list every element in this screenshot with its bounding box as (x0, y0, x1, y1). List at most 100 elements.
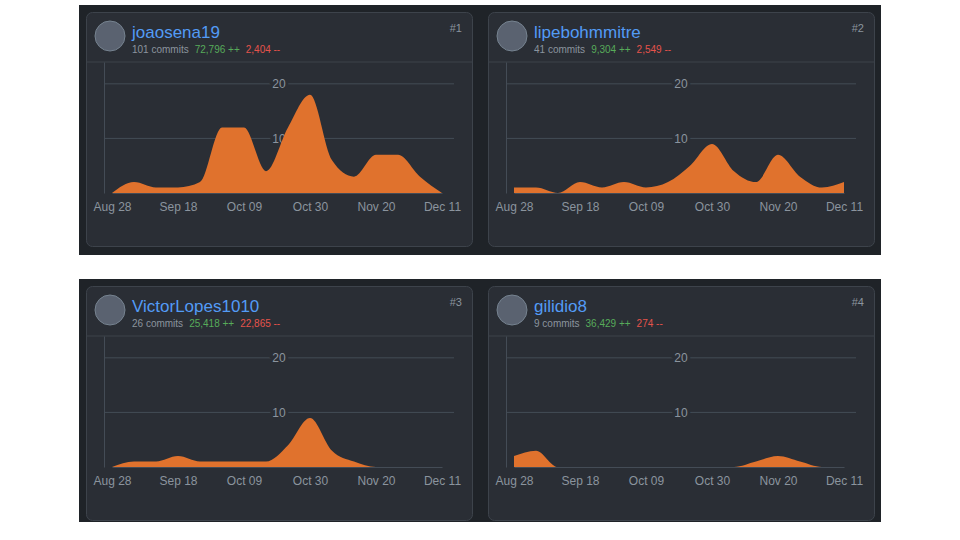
x-tick-label: Sep 18 (561, 474, 599, 488)
x-tick-label: Dec 11 (826, 200, 863, 214)
x-tick-label: Oct 09 (629, 200, 665, 214)
x-tick-label: Oct 30 (695, 474, 731, 488)
deletions: 2,404 -- (246, 44, 280, 55)
x-tick: Oct 30 (293, 193, 329, 214)
x-axis-line (515, 193, 845, 194)
x-tick: Oct 30 (293, 467, 329, 488)
y-tick-label: 20 (272, 351, 286, 365)
x-tick: Aug 28 (93, 467, 131, 488)
x-tick: Oct 09 (227, 193, 263, 214)
x-axis: Aug 28 Sep 18 Oct 09 Oct 30 Nov 20 Dec 11 (495, 193, 863, 214)
x-tick: Sep 18 (159, 467, 197, 488)
panel-frame (87, 287, 473, 521)
panel-frame (489, 287, 875, 521)
row-background (79, 279, 881, 522)
x-tick: Dec 11 (424, 193, 461, 214)
plot-area (112, 95, 442, 193)
header-divider (87, 62, 473, 63)
contributor-panel: lipebohmmitre 41 commits 9,304 ++ 2,549 -- #… (489, 13, 875, 247)
username: lipebohmmitre (534, 23, 641, 42)
additions: 36,429 ++ (586, 318, 631, 329)
rank: #1 (450, 22, 462, 34)
avatar (95, 295, 125, 325)
x-tick: Sep 18 (159, 193, 197, 214)
deletions: 2,549 -- (637, 44, 671, 55)
x-tick-label: Aug 28 (495, 200, 533, 214)
commit-area (514, 144, 844, 193)
x-tick-label: Oct 30 (293, 200, 329, 214)
x-tick: Oct 30 (695, 193, 731, 214)
x-tick-label: Sep 18 (159, 474, 197, 488)
x-tick-label: Oct 09 (227, 200, 263, 214)
x-tick: Nov 20 (357, 193, 395, 214)
x-tick: Oct 09 (227, 467, 263, 488)
y-tick-label: 10 (674, 406, 688, 420)
rank: #2 (852, 22, 864, 34)
contributor-panel: joaosena19 101 commits 72,796 ++ 2,404 -- #1… (87, 13, 473, 247)
y-axis-line (104, 63, 105, 194)
x-axis-line (113, 193, 443, 194)
x-tick: Oct 30 (695, 467, 731, 488)
x-tick: Oct 09 (629, 467, 665, 488)
row-background (79, 5, 881, 255)
commit-count: 41 commits (534, 44, 585, 55)
username: joaosena19 (131, 23, 220, 42)
commit-area (514, 451, 844, 467)
plot-area (514, 144, 844, 193)
avatar (95, 21, 125, 51)
x-tick: Aug 28 (93, 193, 131, 214)
x-tick: Dec 11 (424, 467, 461, 488)
y-axis (104, 337, 105, 468)
x-tick: Aug 28 (495, 193, 533, 214)
x-tick: Dec 11 (826, 193, 863, 214)
x-tick: Aug 28 (495, 467, 533, 488)
x-tick: Sep 18 (561, 193, 599, 214)
y-tick-label: 10 (674, 132, 688, 146)
rank: #4 (852, 296, 864, 308)
avatar (497, 295, 527, 325)
x-tick-label: Aug 28 (93, 474, 131, 488)
header-divider (87, 336, 473, 337)
deletions: 22,865 -- (240, 318, 280, 329)
x-tick: Oct 09 (629, 193, 665, 214)
contributor-panel: gilidio89 commits36,429 ++274 --#41020Au… (489, 287, 875, 521)
x-axis: Aug 28Sep 18Oct 09Oct 30Nov 20Dec 11 (495, 467, 863, 488)
x-tick-label: Nov 20 (759, 474, 797, 488)
chart-canvas: joaosena19 101 commits 72,796 ++ 2,404 -- #1… (0, 0, 960, 540)
additions: 25,418 ++ (189, 318, 234, 329)
x-tick: Nov 20 (357, 467, 395, 488)
x-tick-label: Nov 20 (759, 200, 797, 214)
x-tick-label: Nov 20 (357, 200, 395, 214)
y-axis-line (506, 337, 507, 468)
additions: 9,304 ++ (591, 44, 631, 55)
x-tick-label: Aug 28 (495, 474, 533, 488)
panel-frame (87, 13, 473, 247)
avatar (497, 21, 527, 51)
rank: #3 (450, 296, 462, 308)
commit-area (112, 95, 442, 193)
additions: 72,796 ++ (195, 44, 240, 55)
x-tick-label: Sep 18 (159, 200, 197, 214)
plot-area (112, 418, 442, 467)
x-tick: Nov 20 (759, 467, 797, 488)
x-axis-line (515, 467, 845, 468)
y-axis (506, 63, 507, 194)
header-divider (489, 62, 875, 63)
x-tick: Sep 18 (561, 467, 599, 488)
header-divider (489, 336, 875, 337)
y-axis (104, 63, 105, 194)
x-tick-label: Nov 20 (357, 474, 395, 488)
username: gilidio8 (534, 297, 587, 316)
y-axis-line (506, 63, 507, 194)
deletions: 274 -- (637, 318, 663, 329)
commit-count: 101 commits (132, 44, 189, 55)
username: VictorLopes1010 (132, 297, 259, 316)
x-tick-label: Oct 09 (629, 474, 665, 488)
x-tick-label: Oct 30 (293, 474, 329, 488)
y-tick-label: 20 (674, 351, 688, 365)
commit-count: 26 commits (132, 318, 183, 329)
x-axis: Aug 28 Sep 18 Oct 09 Oct 30 Nov 20 Dec 11 (93, 467, 461, 488)
y-axis (506, 337, 507, 468)
x-tick-label: Oct 30 (695, 200, 731, 214)
y-tick-label: 10 (272, 406, 286, 420)
